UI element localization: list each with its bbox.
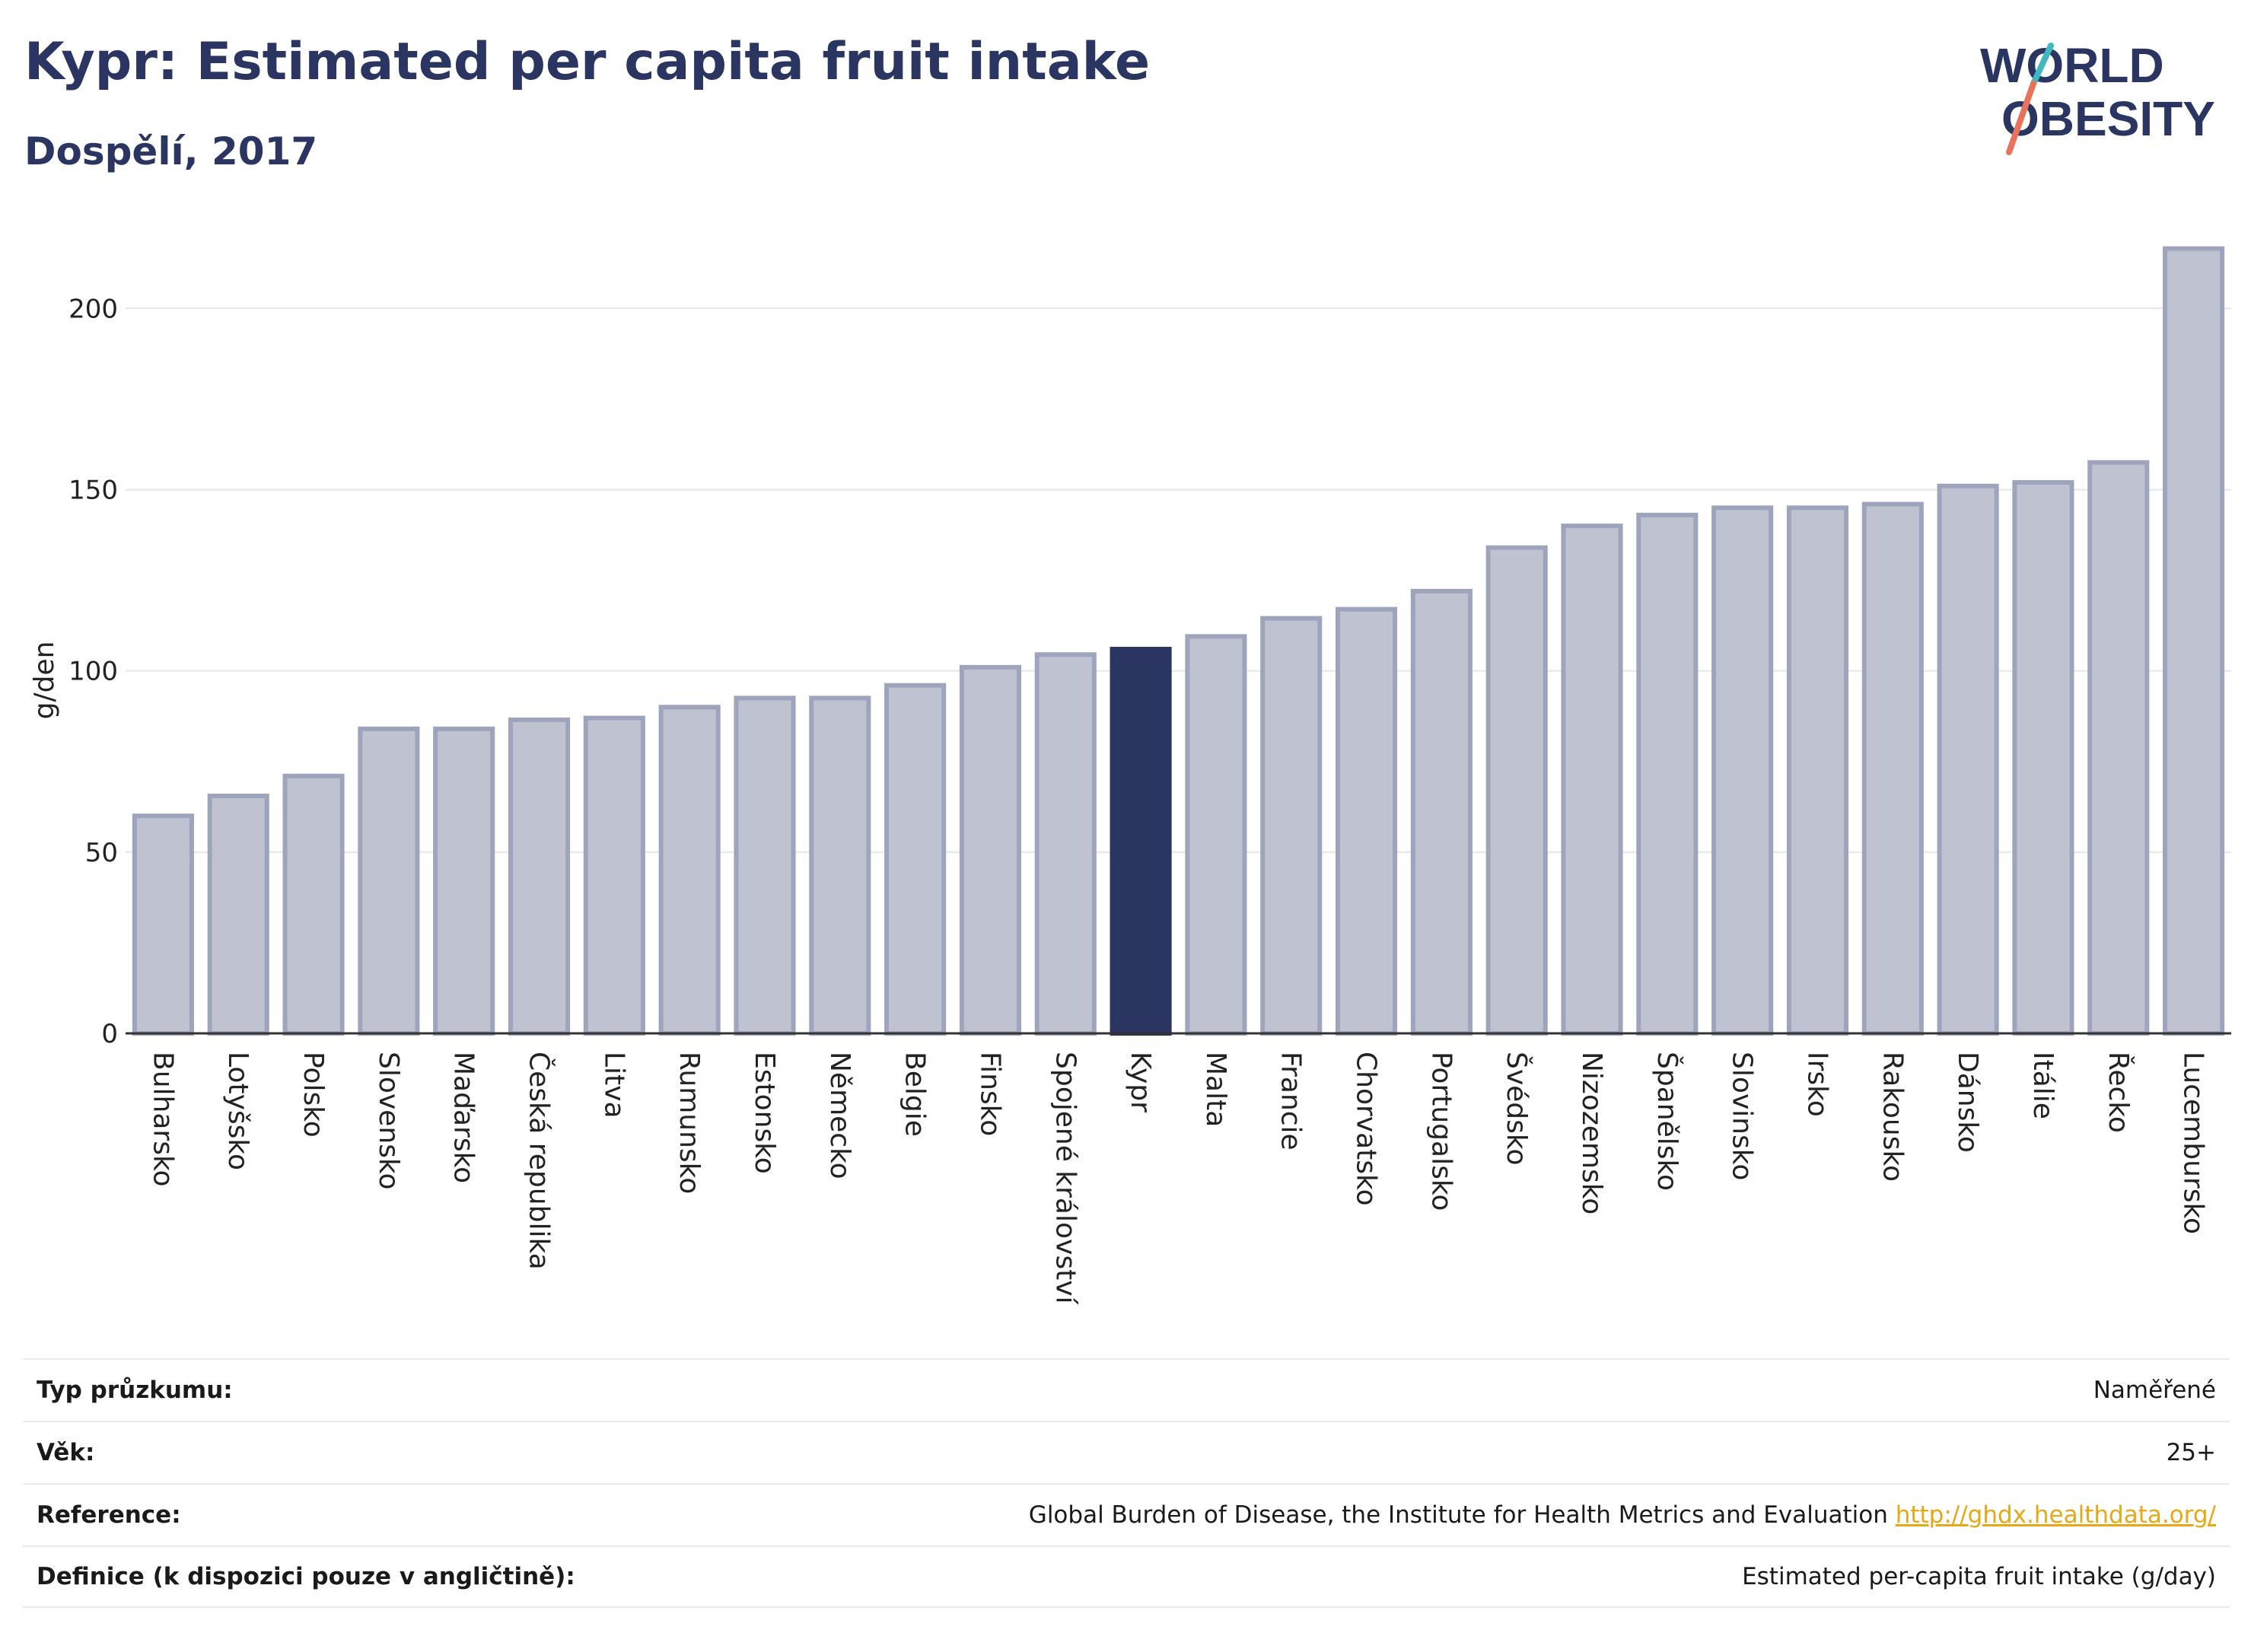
bar-Řecko <box>2087 460 2150 1036</box>
logo-text-obesity: OBESITY <box>2001 91 2215 146</box>
bar-Spojené království <box>1034 652 1097 1036</box>
x-tick-label: Francie <box>1275 1052 1307 1151</box>
logo-slash-coral <box>2006 81 2036 155</box>
y-axis-label: g/den <box>29 641 60 720</box>
logo-text-world: WORLD <box>1980 38 2164 93</box>
bar-Rumunsko <box>658 705 721 1036</box>
bar-Maďarsko <box>433 726 495 1036</box>
x-tick-label: Kypr <box>1125 1052 1156 1112</box>
bar-Litva <box>583 715 645 1036</box>
x-tick-label: Slovensko <box>373 1052 404 1190</box>
bar-Česká republika <box>508 717 571 1036</box>
y-tick-label: 200 <box>68 294 118 324</box>
x-tick-label: Belgie <box>899 1052 931 1137</box>
reference-value: Global Burden of Disease, the Institute … <box>1029 1501 2216 1529</box>
x-tick-label: Finsko <box>974 1052 1005 1136</box>
bar-chart: 0 50 100 150 200 g/den Bulharsko Lotyšsko Polsko… <box>29 246 2231 1305</box>
definition-label: Definice (k dispozici pouze v angličtině… <box>37 1563 575 1590</box>
bar-Kypr <box>1110 647 1172 1036</box>
reference-text: Global Burden of Disease, the Institute … <box>1028 1501 1888 1529</box>
x-tick-label: Rumunsko <box>673 1052 705 1194</box>
x-tick-label: Maďarsko <box>448 1052 479 1183</box>
bar-Francie <box>1260 616 1323 1036</box>
info-row-age: Věk: 25+ <box>23 1421 2230 1483</box>
bar-Lucembursko <box>2163 246 2225 1036</box>
bar-Estonsko <box>734 695 796 1036</box>
bar-Německo <box>809 695 871 1036</box>
y-tick-label: 100 <box>68 657 118 687</box>
bar-Irsko <box>1786 505 1849 1036</box>
survey-type-value: Naměřené <box>2093 1377 2216 1404</box>
age-label: Věk: <box>37 1439 95 1466</box>
x-tick-label: Dánsko <box>1952 1052 1983 1153</box>
x-tick-label: Chorvatsko <box>1351 1052 1382 1206</box>
bar-Nizozemsko <box>1561 524 1623 1036</box>
chart-subtitle: Dospělí, 2017 <box>24 129 318 173</box>
x-tick-label: Slovinsko <box>1727 1052 1758 1180</box>
bar-Belgie <box>884 683 947 1036</box>
bar-Portugalsko <box>1410 588 1473 1036</box>
info-row-reference: Reference: Global Burden of Disease, the… <box>23 1483 2230 1545</box>
bar-Itálie <box>2012 479 2074 1036</box>
world-obesity-logo: WORLD OBESITY <box>1980 38 2215 155</box>
bar-Dánsko <box>1937 483 1999 1036</box>
x-tick-label: Portugalsko <box>1425 1052 1457 1211</box>
bar-Lotyšsko <box>207 793 269 1036</box>
bar-Slovensko <box>358 726 420 1036</box>
x-tick-label: Česká republika <box>524 1052 556 1270</box>
logo-slash-teal <box>2030 43 2054 87</box>
bar-Slovinsko <box>1711 505 1774 1036</box>
y-tick-label: 50 <box>85 838 118 868</box>
x-tick-label: Nizozemsko <box>1576 1052 1607 1214</box>
bar-Polsko <box>282 773 345 1036</box>
x-tick-label: Malta <box>1200 1052 1231 1127</box>
bar-Švédsko <box>1485 545 1548 1036</box>
chart-title: Kypr: Estimated per capita fruit intake <box>24 32 1151 92</box>
x-tick-label: Řecko <box>2103 1052 2135 1133</box>
info-row-definition: Definice (k dispozici pouze v angličtině… <box>23 1545 2230 1608</box>
x-tick-label: Litva <box>598 1052 629 1119</box>
x-tick-label: Lucembursko <box>2178 1052 2209 1234</box>
x-tick-label: Rakousko <box>1877 1052 1908 1182</box>
info-table: Typ průzkumu: Naměřené Věk: 25+ Referenc… <box>23 1358 2230 1608</box>
y-tick-label: 0 <box>101 1019 118 1049</box>
info-row-survey: Typ průzkumu: Naměřené <box>23 1358 2230 1421</box>
x-tick-label: Itálie <box>2027 1052 2058 1119</box>
bar-Bulharsko <box>132 813 194 1036</box>
age-value: 25+ <box>2166 1439 2216 1466</box>
x-tick-label: Německo <box>824 1052 855 1179</box>
x-tick-label: Švédsko <box>1501 1052 1533 1166</box>
reference-label: Reference: <box>37 1501 181 1529</box>
x-tick-label: Španělsko <box>1651 1052 1683 1191</box>
x-tick-label: Lotyšsko <box>222 1052 253 1170</box>
y-tick-label: 150 <box>68 475 118 505</box>
x-tick-label: Polsko <box>298 1052 329 1138</box>
bar-Finsko <box>959 664 1021 1036</box>
x-tick-label: Bulharsko <box>147 1052 178 1187</box>
bar-Chorvatsko <box>1336 606 1398 1036</box>
reference-link[interactable]: http://ghdx.healthdata.org/ <box>1895 1501 2216 1529</box>
x-tick-label: Irsko <box>1801 1052 1832 1117</box>
definition-value: Estimated per-capita fruit intake (g/day… <box>1742 1563 2216 1590</box>
x-tick-label: Estonsko <box>749 1052 780 1174</box>
bar-Malta <box>1185 634 1247 1036</box>
bar-Rakousko <box>1861 501 1924 1036</box>
bar-Španělsko <box>1636 512 1699 1036</box>
survey-type-label: Typ průzkumu: <box>37 1377 233 1404</box>
x-tick-label: Spojené království <box>1049 1052 1081 1305</box>
